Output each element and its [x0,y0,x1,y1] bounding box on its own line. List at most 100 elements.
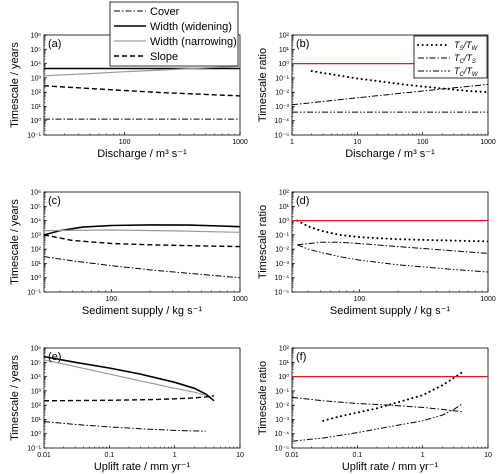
series-line-t-c-t-w [297,244,488,273]
legend-timescales: Cover Width (widening) Width (narrowing) Sl… [109,1,239,67]
series-line-t-s-t-w [296,219,488,243]
y-tick-label: 10² [31,90,42,97]
series-line-slope [44,395,215,402]
y-tick-label: 10⁵ [30,360,41,367]
y-tick-label: 10⁰ [278,217,289,225]
y-tick-label: 10⁶ [30,190,41,197]
y-tick-label: 10⁴ [30,218,41,225]
y-axis-label: Timescale ratio [257,361,269,435]
legend-entry: TC/TS [454,53,476,65]
y-tick-label: 10⁻² [275,90,289,97]
panel-label: (c) [48,195,61,207]
legend-entry: TC/TW [454,66,479,78]
y-tick-label: 10¹ [31,417,42,424]
series-line-t-c-t-w [292,403,463,442]
x-tick-label: 10 [353,139,361,146]
plot-frame [291,34,489,136]
panel-label: (b) [296,38,309,50]
x-tick-label: 1000 [232,139,248,146]
x-tick-label: 0.1 [352,452,362,459]
panel-c: 10⁻¹ 10⁰ 10¹ 10² 10³ 10⁴ 10⁵ 10⁶ 100 1000 (c) Sedim… [9,190,248,318]
x-tick-label: 100 [353,296,365,303]
series-line-cover [44,421,206,432]
panel-f: 10⁻⁵ 10⁻⁴ 10⁻³ 10⁻² 10⁻¹ 10⁰ 10¹ 10² 0.01 0.1 1 10 (… [257,346,492,474]
x-tick-label: 1 [421,452,425,459]
y-axis-label: Timescale / years [9,42,21,128]
panel-b: 10⁻⁵ 10⁻⁴ 10⁻³ 10⁻² 10⁻¹ 10⁰ 10¹ 10² 1 10 100 1000 (… [257,33,496,161]
series-line-width-narrowing- [44,65,240,77]
plot-frame [43,191,241,293]
series-line-slope [44,234,240,248]
x-axis-label: Sediment supply / kg s⁻¹ [330,305,450,317]
y-tick-label: 10⁰ [30,117,41,125]
y-tick-label: 10² [279,33,290,40]
y-tick-label: 10⁴ [30,61,41,68]
y-tick-label: 10² [279,346,290,353]
y-tick-label: 10⁰ [278,373,289,381]
panel-d: 10⁻⁵ 10⁻⁴ 10⁻³ 10⁻² 10⁻¹ 10⁰ 10¹ 10² 100 1000 (d) S… [257,190,496,318]
x-axis-label: Sediment supply / kg s⁻¹ [82,305,202,317]
y-tick-label: 10⁻⁴ [275,118,290,125]
y-axis-label: Timescale ratio [257,48,269,122]
panel-label: (a) [48,38,61,50]
series-line-width-narrowing- [44,229,240,233]
x-tick-label: 1000 [480,139,496,146]
series-line-t-s-t-w [310,70,488,94]
x-tick-label: 1 [173,452,177,459]
y-tick-label: 10⁰ [30,274,41,282]
y-tick-label: 10⁻³ [275,104,289,111]
y-tick-label: 10⁵ [30,47,41,54]
x-tick-label: 0.1 [104,452,114,459]
y-tick-label: 10¹ [279,360,290,367]
x-tick-label: 100 [417,139,429,146]
series-line-cover [44,256,240,279]
legend-entry: Slope [150,51,178,63]
x-axis-label: Discharge / m³ s⁻¹ [345,148,435,160]
x-tick-label: 1000 [480,296,496,303]
legend-entry: Width (widening) [150,21,232,33]
y-tick-label: 10⁻² [275,247,289,254]
x-axis-label: Discharge / m³ s⁻¹ [97,148,187,160]
y-tick-label: 10³ [31,388,42,395]
x-tick-label: 100 [105,296,117,303]
panel-label: (e) [48,351,61,363]
series-line-width-widening- [44,355,215,402]
y-tick-label: 10⁻¹ [27,290,41,297]
legend-entry: TS/TW [454,40,479,52]
y-tick-label: 10² [31,247,42,254]
series-line-t-c-t-s [292,396,463,413]
x-tick-label: 0.01 [285,452,299,459]
y-tick-label: 10⁻⁵ [275,133,289,140]
legend-entry: Width (narrowing) [150,36,237,48]
y-tick-label: 10⁰ [278,60,289,68]
panel-e: 10⁻¹ 10⁰ 10¹ 10² 10³ 10⁴ 10⁵ 10⁶ 0.01 0.1 1 10 (e) Up… [9,346,244,474]
y-tick-label: 10⁶ [30,346,41,353]
y-tick-label: 10⁻² [275,403,289,410]
y-tick-label: 10⁻¹ [275,75,289,82]
panel-label: (f) [296,351,306,363]
series-line-slope [44,85,240,97]
y-tick-label: 10⁻⁵ [275,446,289,453]
y-tick-label: 10⁻⁴ [275,431,290,438]
plot-frame [43,347,241,449]
y-tick-label: 10⁶ [30,33,41,40]
legend-entry: Cover [150,6,180,18]
y-tick-label: 10⁻¹ [275,232,289,239]
y-tick-label: 10¹ [279,204,290,211]
y-tick-label: 10⁻³ [275,417,289,424]
y-axis-label: Timescale / years [9,355,21,441]
y-tick-label: 10⁰ [30,430,41,438]
x-tick-label: 10 [236,452,244,459]
y-tick-label: 10⁻⁵ [275,290,289,297]
y-tick-label: 10¹ [31,261,42,268]
x-tick-label: 10 [484,452,492,459]
x-axis-label: Uplift rate / mm yr⁻¹ [94,461,191,473]
series-line-t-c-t-s [292,83,488,106]
y-tick-label: 10³ [31,75,42,82]
y-tick-label: 10¹ [31,104,42,111]
panel-a: 10⁻¹ 10⁰ 10¹ 10² 10³ 10⁴ 10⁵ 10⁶ 100 1000 (a) Disch… [9,33,248,161]
y-tick-label: 10⁵ [30,204,41,211]
x-tick-label: 1 [290,139,294,146]
